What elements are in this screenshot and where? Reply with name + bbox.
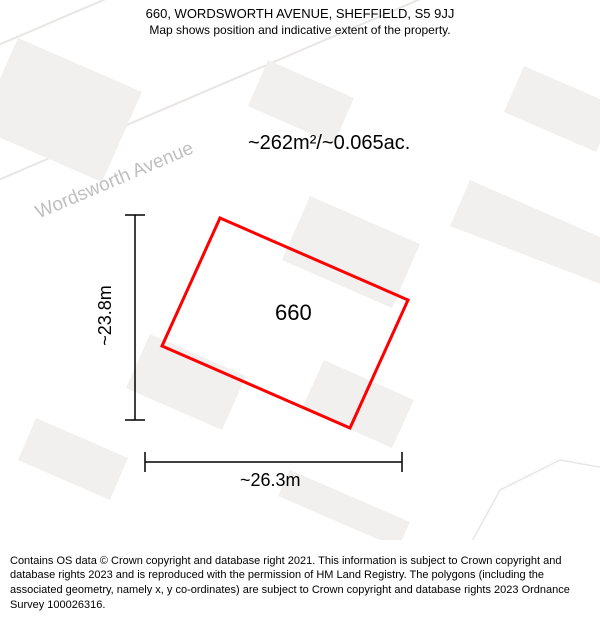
area-label: ~262m²/~0.065ac.	[248, 132, 410, 155]
header: 660, WORDSWORTH AVENUE, SHEFFIELD, S5 9J…	[0, 6, 600, 37]
plot-number-label: 660	[275, 300, 312, 326]
map-canvas: Wordsworth Avenue ~262m²/~0.065ac. ~23.8…	[0, 0, 600, 540]
page-subtitle: Map shows position and indicative extent…	[0, 23, 600, 37]
copyright-footer: Contains OS data © Crown copyright and d…	[0, 546, 600, 625]
width-dimension-label: ~26.3m	[240, 470, 301, 491]
map-svg	[0, 0, 600, 540]
height-dimension-label: ~23.8m	[95, 285, 116, 346]
page-title: 660, WORDSWORTH AVENUE, SHEFFIELD, S5 9J…	[0, 6, 600, 21]
